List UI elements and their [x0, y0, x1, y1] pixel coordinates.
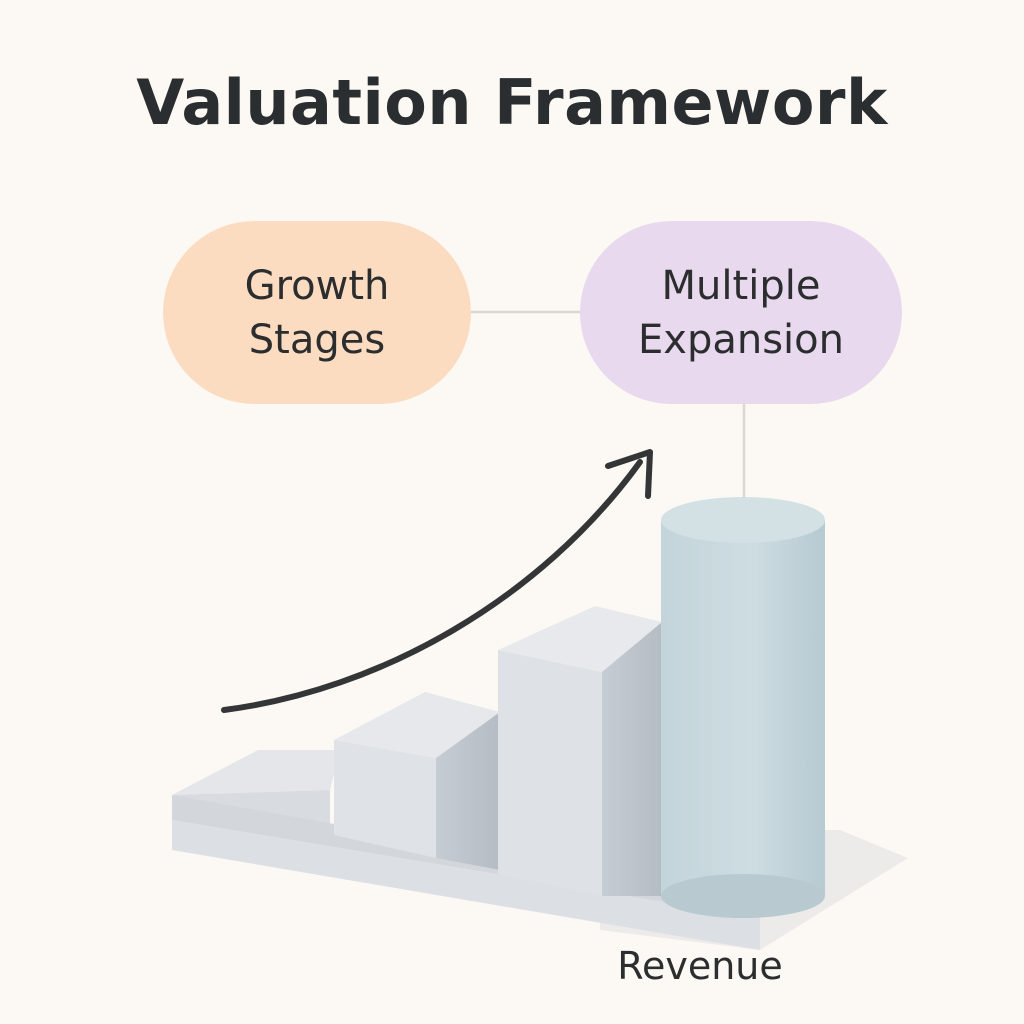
revenue-label: Revenue [617, 944, 783, 988]
multiple-expansion-line2: Expansion [638, 316, 844, 363]
growth-stages-node: Growth Stages [163, 221, 471, 404]
growth-stages-line1: Growth [244, 262, 390, 309]
step-3 [498, 606, 662, 896]
cylinder-bar [661, 497, 825, 918]
multiple-expansion-line1: Multiple [661, 262, 821, 309]
growth-stages-line2: Stages [248, 316, 386, 363]
growth-arrow-icon [221, 449, 653, 713]
step-2 [334, 692, 500, 870]
page-title: Valuation Framework [136, 66, 888, 139]
multiple-expansion-node: Multiple Expansion [580, 221, 902, 404]
